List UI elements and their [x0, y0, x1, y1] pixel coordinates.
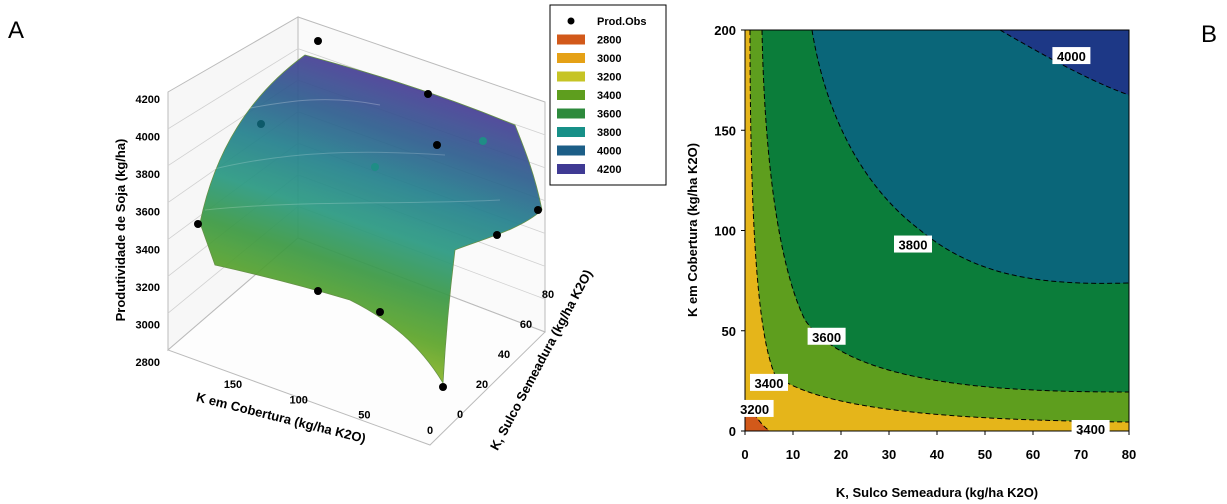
obs-point	[534, 206, 542, 214]
legend-label: 4000	[597, 146, 621, 158]
x-tick-label: 150	[224, 379, 242, 391]
contour-label: 3200	[740, 402, 769, 417]
contour-line	[761, 30, 1129, 393]
observations	[194, 37, 542, 391]
legend-label: 4200	[597, 164, 621, 176]
obs-point	[493, 231, 501, 239]
surface-band-line	[239, 99, 381, 111]
legend-label: 3800	[597, 127, 621, 139]
obs-point	[257, 120, 265, 128]
contour-label: 3400	[755, 376, 784, 391]
contour-label: 3800	[899, 238, 928, 253]
x-tick-label: 50	[978, 447, 992, 462]
y-tick-label: 0	[729, 424, 736, 439]
floor	[167, 237, 546, 446]
contour-labels: 4000 3800 3600 3400 3400 3200	[735, 47, 1110, 437]
x-tick-label: 0	[427, 425, 433, 437]
z-axis-ticks: 2800 3000 3200 3400 3600 3800 4000 4200	[136, 94, 160, 369]
surface-band-line	[209, 151, 446, 171]
obs-point	[376, 308, 384, 316]
obs-point	[314, 287, 322, 295]
x-tick-label: 80	[1122, 447, 1136, 462]
z-tick-label: 3400	[136, 244, 160, 256]
y-tick-label: 60	[520, 319, 532, 331]
z-axis-label: Produtividade de Soja (kg/ha)	[113, 139, 128, 322]
legend-swatch	[557, 127, 585, 137]
z-tick-label: 3600	[136, 207, 160, 219]
y-tick-label: 150	[714, 123, 736, 138]
legend-swatch	[557, 164, 585, 174]
x-tick-label: 50	[358, 410, 370, 422]
y-tick-label: 80	[542, 289, 554, 301]
legend-label: 2800	[597, 35, 621, 47]
legend-label: 3200	[597, 72, 621, 84]
legend-label: 3400	[597, 90, 621, 102]
legend-swatch	[557, 108, 585, 119]
grid-line	[167, 48, 299, 130]
x-tick-label: 70	[1074, 447, 1088, 462]
obs-point	[314, 37, 322, 45]
legend: Prod.Obs 2800 3000 3200 3400 3600 3800 4000 4200	[549, 4, 667, 186]
legend-label: 3000	[597, 53, 621, 65]
z-tick-label: 3000	[136, 319, 160, 331]
contour-label: 3600	[812, 330, 841, 345]
y-tick-label: 200	[714, 23, 736, 38]
legend-label: 3600	[597, 109, 621, 121]
y-tick-label: 50	[722, 324, 736, 339]
surface-band-line	[204, 199, 501, 211]
y-tick-label: 0	[457, 409, 463, 421]
x-tick-label: 100	[289, 394, 307, 406]
x-tick-label: 10	[786, 447, 800, 462]
legend-swatch	[557, 34, 585, 45]
band-3000	[745, 400, 770, 431]
legend-swatch	[557, 53, 585, 63]
legend-swatch	[557, 90, 585, 100]
x-tick-label: 30	[882, 447, 896, 462]
obs-point	[424, 90, 432, 98]
panel-letter-a: A	[8, 17, 24, 44]
z-tick-label: 3800	[136, 169, 160, 181]
y-tick-label: 40	[498, 349, 510, 361]
x-axis-label: K, Sulco Semeadura (kg/ha K2O)	[836, 485, 1038, 500]
y-axis-ticks: 0 50 100 150 200	[714, 23, 745, 439]
z-tick-label: 4000	[136, 132, 160, 144]
x-axis-ticks: 0 10 20 30 40 50 60 70 80	[741, 431, 1136, 462]
surface	[199, 54, 543, 385]
z-tick-label: 4200	[136, 94, 160, 106]
panel-letter-b: B	[1201, 21, 1217, 48]
contour-label: 4000	[1057, 49, 1086, 64]
x-axis-ticks: 150 100 50 0	[224, 379, 433, 437]
legend-swatch	[557, 71, 585, 82]
z-tick-label: 2800	[136, 357, 160, 369]
obs-point	[439, 383, 447, 391]
contour-label-bg	[735, 399, 774, 417]
contour-label-bg	[1052, 47, 1091, 65]
legend-swatch	[557, 145, 585, 156]
panel-b-contour-chart: 4000 3800 3600 3400 3400 3200 0 10 20 30 40 50 60 70…	[685, 23, 1136, 500]
contour-label-bg	[894, 235, 932, 253]
x-tick-label: 0	[741, 447, 748, 462]
y-tick-label: 20	[476, 379, 488, 391]
obs-point	[194, 220, 202, 228]
y-axis-ticks: 0 20 40 60 80	[457, 289, 554, 421]
legend-label: Prod.Obs	[597, 16, 647, 28]
y-tick-label: 100	[714, 224, 736, 239]
z-tick-label: 3200	[136, 282, 160, 294]
contour-label: 3400	[1076, 422, 1105, 437]
obs-point	[433, 141, 441, 149]
x-tick-label: 20	[834, 447, 848, 462]
obs-point	[371, 163, 379, 171]
contour-label-bg	[807, 327, 846, 345]
x-tick-label: 60	[1026, 447, 1040, 462]
band-3800	[812, 30, 1129, 284]
x-tick-label: 40	[930, 447, 944, 462]
contour-line	[811, 30, 1129, 284]
contour-fill	[745, 30, 1129, 431]
legend-marker	[567, 17, 575, 25]
obs-point	[479, 137, 487, 145]
y-axis-label: K em Cobertura (kg/ha K2O)	[685, 143, 700, 317]
contour-label-bg	[750, 373, 788, 391]
